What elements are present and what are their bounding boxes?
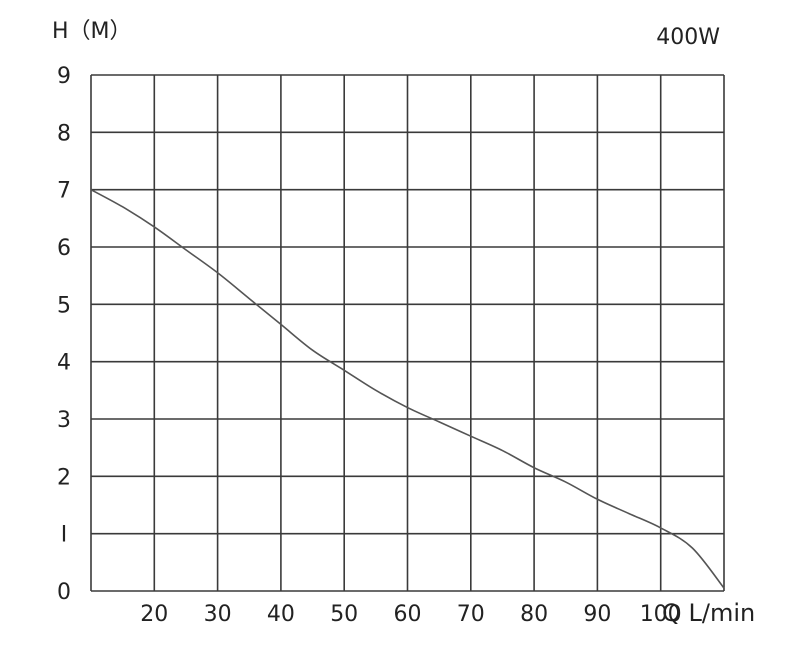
chart-title: 400W [656,25,720,50]
x-tick-label: 40 [267,602,295,627]
x-tick-label: 70 [457,602,485,627]
x-tick-label: 60 [394,602,422,627]
y-tick-label: 7 [57,179,71,204]
y-tick-label: 6 [57,236,71,261]
y-tick-label: 4 [57,351,71,376]
x-tick-label: 20 [140,602,168,627]
y-tick-label: 8 [57,121,71,146]
y-tick-label: 9 [57,64,71,89]
y-tick-label: I [61,523,68,548]
y-tick-label: 2 [57,465,71,490]
y-axis-label: H（M） [52,19,132,44]
x-tick-label: 30 [204,602,232,627]
x-tick-label: 90 [583,602,611,627]
y-axis-ticks: 0 I 2 3 4 5 6 7 8 9 [57,64,71,605]
grid [90,74,725,592]
x-axis-label: Q L/min [662,599,755,627]
curve-layer [90,188,725,589]
x-tick-label: 50 [330,602,358,627]
y-tick-label: 5 [57,293,71,318]
x-tick-label: 100 [640,602,682,627]
y-tick-label: 3 [57,408,71,433]
x-tick-label: 80 [520,602,548,627]
x-axis-ticks: 20 30 40 50 60 70 80 90 100 [140,602,681,627]
head-flow-curve [90,188,725,589]
y-tick-label: 0 [57,580,71,605]
